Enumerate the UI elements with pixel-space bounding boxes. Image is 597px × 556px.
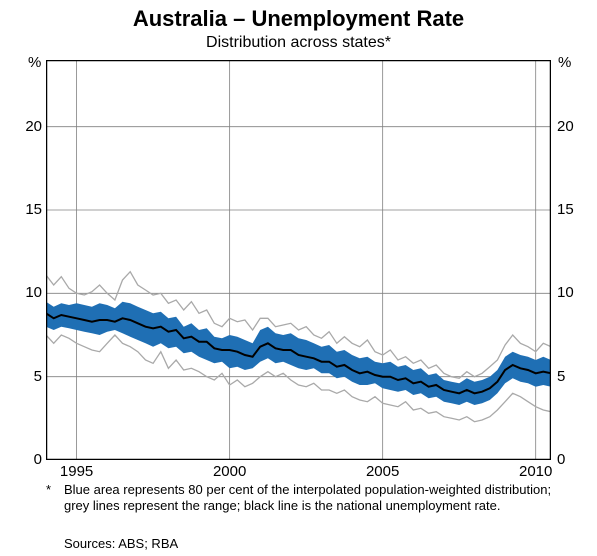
chart-subtitle: Distribution across states* — [0, 34, 597, 52]
ytick-left: 5 — [18, 368, 42, 385]
unemployment-chart: Australia – Unemployment Rate Distributi… — [0, 0, 597, 556]
xtick: 2000 — [213, 463, 246, 480]
ytick-left: 15 — [18, 201, 42, 218]
ytick-right: 15 — [557, 201, 574, 218]
y-axis-unit-right: % — [558, 54, 571, 71]
chart-svg — [46, 60, 551, 460]
xtick: 2010 — [519, 463, 552, 480]
ytick-left: 20 — [18, 118, 42, 135]
sources: Sources: ABS; RBA — [64, 536, 178, 551]
footnote-text: Blue area represents 80 per cent of the … — [64, 482, 554, 515]
plot-area — [46, 60, 551, 460]
ytick-left: 0 — [18, 451, 42, 468]
footnote: *Blue area represents 80 per cent of the… — [46, 482, 566, 515]
xtick: 1995 — [60, 463, 93, 480]
chart-title: Australia – Unemployment Rate — [0, 0, 597, 32]
ytick-right: 10 — [557, 284, 574, 301]
ytick-right: 20 — [557, 118, 574, 135]
xtick: 2005 — [366, 463, 399, 480]
ytick-left: 10 — [18, 284, 42, 301]
y-axis-unit-left: % — [28, 54, 41, 71]
ytick-right: 0 — [557, 451, 565, 468]
footnote-marker: * — [46, 482, 64, 498]
ytick-right: 5 — [557, 368, 565, 385]
